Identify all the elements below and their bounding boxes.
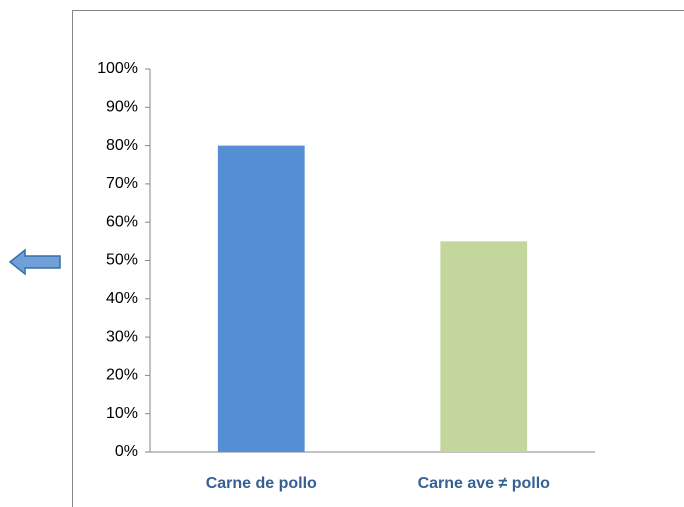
y-tick-label: 50% <box>106 252 138 269</box>
y-tick-label: 100% <box>97 60 138 77</box>
y-tick-label: 10% <box>106 405 138 422</box>
x-tick-label: Carne de pollo <box>206 475 317 492</box>
y-tick-label: 70% <box>106 175 138 192</box>
chart-frame <box>72 10 684 507</box>
y-tick-label: 0% <box>115 443 138 460</box>
back-arrow[interactable] <box>8 248 61 276</box>
x-tick-label: Carne ave ≠ pollo <box>418 475 551 492</box>
y-tick-label: 60% <box>106 213 138 230</box>
bar <box>217 145 305 452</box>
bar <box>440 241 528 452</box>
y-tick-label: 30% <box>106 328 138 345</box>
y-tick-label: 90% <box>106 99 138 116</box>
y-tick-label: 40% <box>106 290 138 307</box>
y-tick-label: 80% <box>106 137 138 154</box>
y-tick-label: 20% <box>106 367 138 384</box>
